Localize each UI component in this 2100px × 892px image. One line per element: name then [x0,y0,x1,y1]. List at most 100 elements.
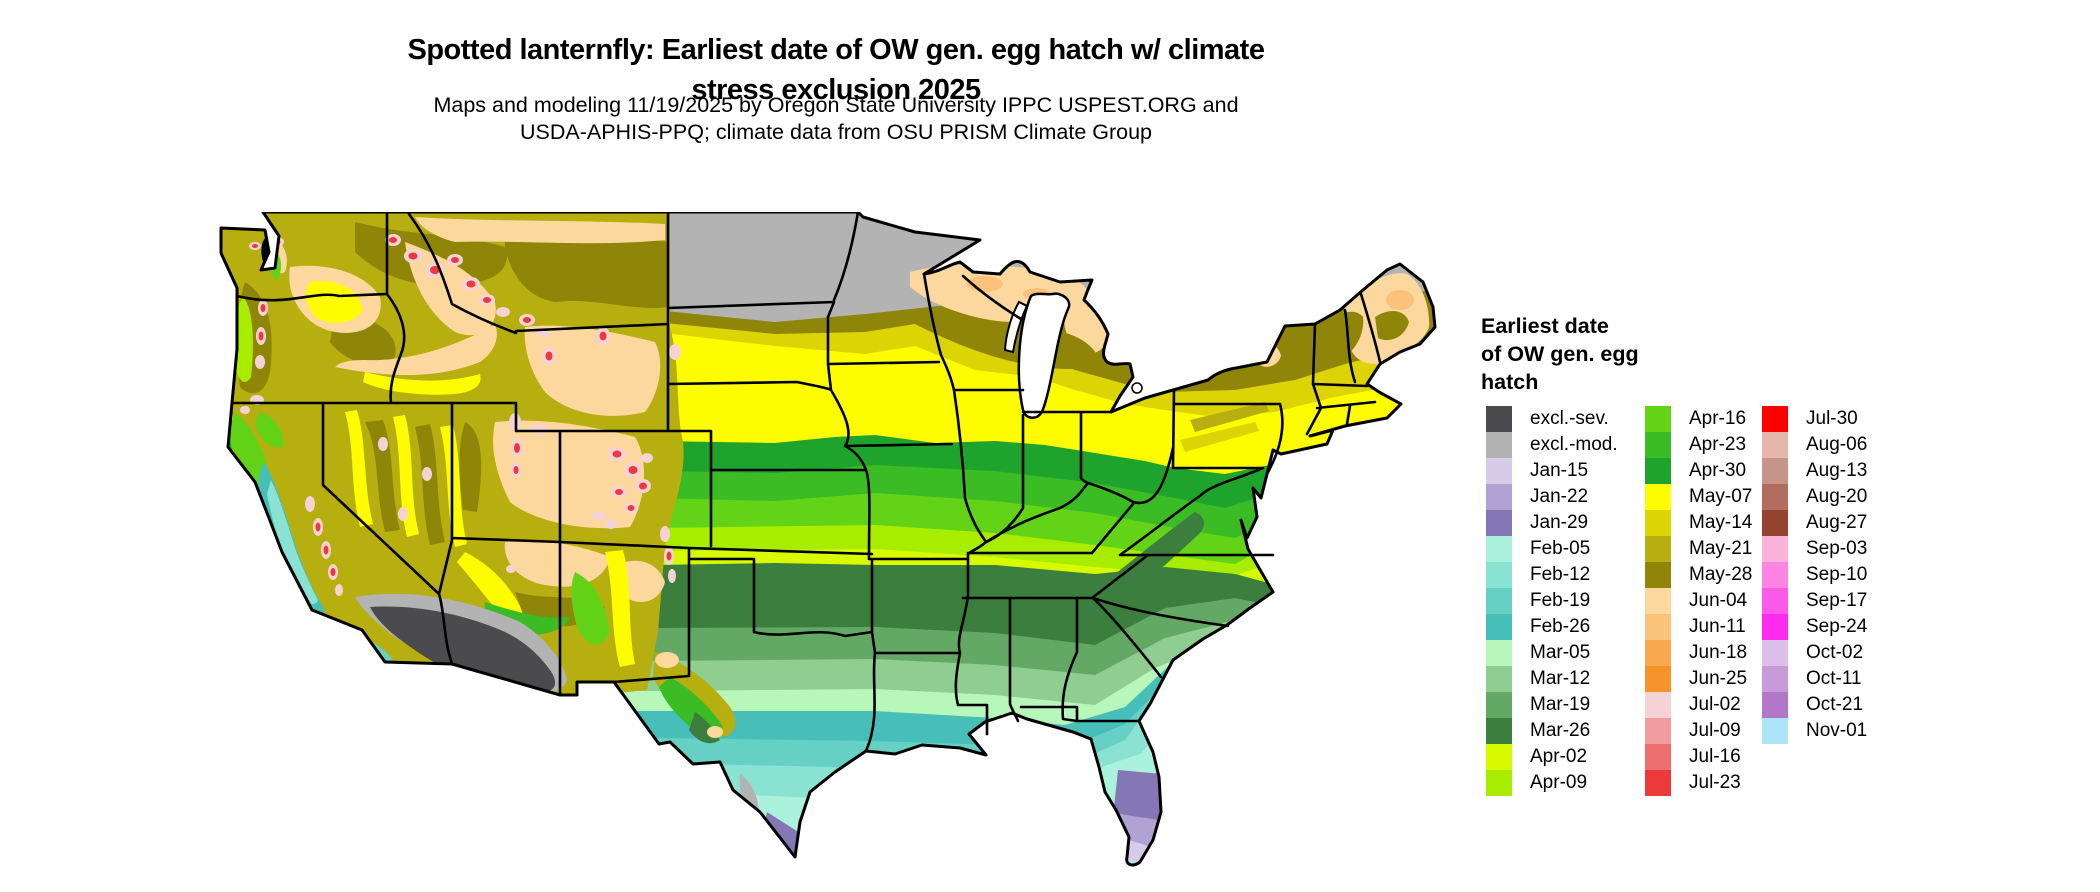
legend-color-swatch [1762,432,1788,458]
legend-item-label: Nov-01 [1806,720,1868,741]
legend-color-swatch [1486,406,1512,432]
legend-item: Jun-25 [1645,666,1752,692]
legend-color-swatch [1645,614,1671,640]
legend-item-label: Jun-04 [1689,590,1748,611]
legend-item: Jul-02 [1645,692,1752,718]
legend-color-swatch [1486,588,1512,614]
legend-item-label: May-07 [1689,486,1753,507]
legend-color-swatch [1645,510,1671,536]
legend-item: Jun-18 [1645,640,1752,666]
legend-title-line-2: of OW gen. egg [1481,342,1639,366]
legend-color-swatch [1762,484,1788,510]
legend-item: Sep-24 [1762,614,1867,640]
legend-item: Mar-26 [1486,718,1618,744]
legend-item: Jun-11 [1645,614,1752,640]
legend-color-swatch [1762,562,1788,588]
legend-item: Jul-16 [1645,744,1752,770]
map-canvas [219,212,1437,867]
legend-item-label: Jul-30 [1806,408,1858,429]
title-line-1: Spotted lanternfly: Earliest date of OW … [407,34,1265,66]
legend-item: Apr-23 [1645,432,1752,458]
legend-item-label: Jul-09 [1689,720,1741,741]
legend-color-swatch [1645,744,1671,770]
legend-color-swatch [1486,770,1512,796]
legend-item-label: Jun-18 [1689,642,1748,663]
legend-item: May-21 [1645,536,1752,562]
legend-color-swatch [1486,718,1512,744]
legend-title: Earliest date of OW gen. egg hatch [1481,312,1741,396]
legend-item-label: Jul-23 [1689,772,1741,793]
legend-item-label: Oct-11 [1806,668,1862,689]
legend-item: Aug-27 [1762,510,1867,536]
legend-item: Nov-01 [1762,718,1867,744]
legend-item-label: Apr-30 [1689,460,1747,481]
map-fill-layers [221,212,1435,865]
legend-color-swatch [1762,458,1788,484]
legend-color-swatch [1762,510,1788,536]
legend-color-swatch [1486,536,1512,562]
legend-item: May-14 [1645,510,1752,536]
legend-item-label: Jun-11 [1689,616,1746,637]
legend-color-swatch [1645,588,1671,614]
legend-color-swatch [1645,458,1671,484]
legend-color-swatch [1645,718,1671,744]
legend-color-swatch [1486,484,1512,510]
legend-color-swatch [1486,562,1512,588]
us-outline [219,212,1437,867]
legend-item-label: Apr-23 [1689,434,1747,455]
legend-item-label: Aug-06 [1806,434,1868,455]
legend-item-label: Sep-10 [1806,564,1868,585]
legend-color-swatch [1486,640,1512,666]
legend-color-swatch [1486,692,1512,718]
legend-item-label: Jul-02 [1689,694,1741,715]
title-line-2: stress exclusion 2025 [691,74,981,106]
legend-item-label: excl.-sev. [1530,408,1609,429]
legend-color-swatch [1486,510,1512,536]
legend-item-label: Oct-21 [1806,694,1864,715]
legend-color-swatch [1762,536,1788,562]
legend-color-swatch [1762,718,1788,744]
legend-item-label: May-21 [1689,538,1753,559]
legend-item: Aug-20 [1762,484,1867,510]
legend-column-1: excl.-sev. excl.-mod. Jan-15 Jan-22 Jan-… [1486,406,1618,796]
legend-item: Jul-09 [1645,718,1752,744]
legend-color-swatch [1762,588,1788,614]
legend-item-label: excl.-mod. [1530,434,1618,455]
legend-item: Feb-05 [1486,536,1618,562]
legend-color-swatch [1645,484,1671,510]
legend-item: excl.-mod. [1486,432,1618,458]
legend-color-swatch [1486,744,1512,770]
legend-item-label: Jan-15 [1530,460,1589,481]
legend-item: Mar-19 [1486,692,1618,718]
legend-color-swatch [1645,666,1671,692]
legend-item: Jan-29 [1486,510,1618,536]
legend-item-label: Aug-20 [1806,486,1868,507]
legend-color-swatch [1762,406,1788,432]
legend-item: Feb-12 [1486,562,1618,588]
legend-item-label: Oct-02 [1806,642,1864,663]
legend-item-label: Sep-17 [1806,590,1868,611]
legend-item: Aug-13 [1762,458,1867,484]
legend-color-swatch [1645,770,1671,796]
legend-item: May-07 [1645,484,1752,510]
legend-item-label: May-28 [1689,564,1753,585]
legend-color-swatch [1645,432,1671,458]
legend-item: Mar-12 [1486,666,1618,692]
legend-item: Jul-30 [1762,406,1867,432]
legend-item: Apr-16 [1645,406,1752,432]
page-subtitle: Maps and modeling 11/19/2025 by Oregon S… [0,92,1672,146]
legend-item-label: Mar-26 [1530,720,1591,741]
legend-item-label: Mar-12 [1530,668,1591,689]
legend-item: Oct-02 [1762,640,1867,666]
legend-item-label: Jan-29 [1530,512,1589,533]
legend-item-label: Feb-12 [1530,564,1591,585]
great-lakes [1003,292,1143,419]
legend-item-label: May-14 [1689,512,1753,533]
legend-item: Mar-05 [1486,640,1618,666]
legend-item-label: Mar-05 [1530,642,1591,663]
legend-item: Jul-23 [1645,770,1752,796]
subtitle-line-1: Maps and modeling 11/19/2025 by Oregon S… [433,93,1239,117]
us-choropleth-map [215,212,1465,884]
legend-item-label: Feb-19 [1530,590,1591,611]
